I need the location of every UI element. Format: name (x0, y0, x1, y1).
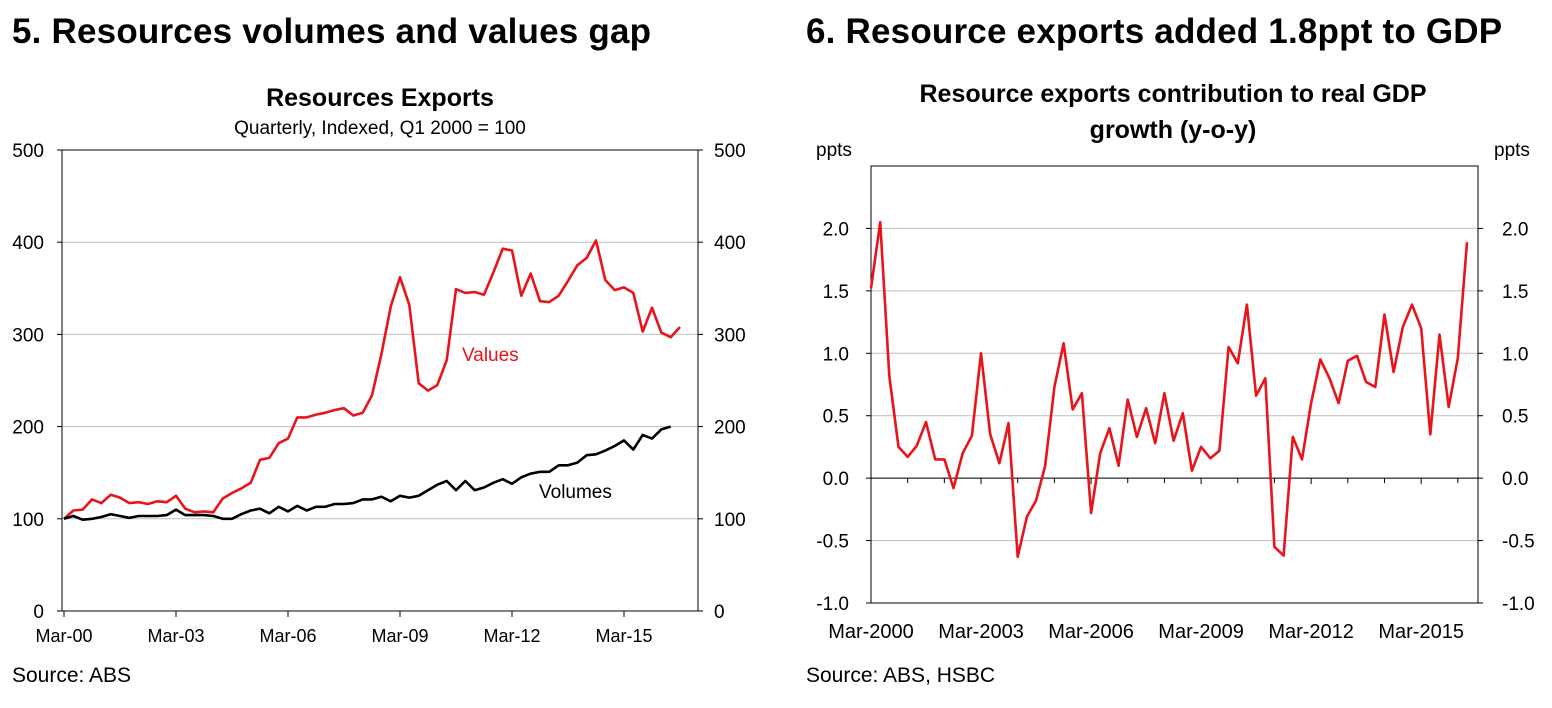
series-lines (63, 239, 681, 522)
chart-title: Resources Exports (266, 84, 494, 112)
x-tick-label: Mar-2012 (1268, 621, 1354, 643)
gridlines (62, 149, 698, 520)
x-axis: Mar-2000 Mar-2003 Mar-2006 Mar-2009 Mar-2012… (828, 477, 1478, 643)
gdp-contribution-chart: Resource exports contribution to real GD… (816, 80, 1535, 643)
y-tick-label: -0.5 (816, 532, 849, 553)
y-axis-unit-left: ppts (816, 140, 852, 161)
x-tick-label: Mar-03 (147, 626, 204, 646)
left-panel-heading: 5. Resources volumes and values gap (12, 12, 652, 51)
series-line-values (63, 239, 681, 520)
y-tick-label: 500 (714, 141, 746, 162)
y-tick-label: -0.5 (1502, 532, 1535, 553)
chart-title-line-2: growth (y-o-y) (1090, 116, 1257, 144)
values-annotation: Values (462, 345, 519, 366)
x-tick-label: Mar-09 (371, 626, 428, 646)
y-tick-label: 200 (12, 418, 44, 439)
y-axis-left: -1.0 -0.5 0.0 0.5 1.0 1.5 2.0 (816, 219, 871, 615)
y-axis-left: 0 100 200 300 400 500 (12, 141, 62, 623)
x-tick-label: Mar-2000 (828, 621, 914, 643)
y-tick-label: -1.0 (816, 594, 849, 615)
y-tick-label: 0.5 (823, 407, 849, 428)
x-tick-label: Mar-06 (259, 626, 316, 646)
y-tick-label: 2.0 (1502, 219, 1528, 240)
y-tick-label: 2.0 (823, 219, 849, 240)
y-tick-label: -1.0 (1502, 594, 1535, 615)
y-axis-right: -1.0 -0.5 0.0 0.5 1.0 1.5 2.0 (1478, 219, 1535, 615)
chart-subtitle: Quarterly, Indexed, Q1 2000 = 100 (234, 118, 526, 139)
x-tick-label: Mar-00 (35, 626, 92, 646)
right-panel-heading: 6. Resource exports added 1.8ppt to GDP (806, 12, 1503, 51)
y-tick-label: 300 (12, 325, 44, 346)
y-axis-unit-right: ppts (1494, 140, 1530, 161)
y-tick-label: 200 (714, 418, 746, 439)
y-tick-label: 0 (714, 602, 725, 623)
y-tick-label: 100 (714, 510, 746, 531)
resources-exports-chart: Resources Exports Quarterly, Indexed, Q1… (12, 84, 745, 646)
y-tick-label: 1.0 (1502, 344, 1528, 365)
y-tick-label: 100 (12, 510, 44, 531)
series-lines (869, 220, 1469, 559)
y-tick-label: 300 (714, 325, 746, 346)
x-axis: Mar-00 Mar-03 Mar-06 Mar-09 Mar-12 Mar-15 (35, 611, 653, 646)
x-tick-label: Mar-2003 (938, 621, 1024, 643)
y-tick-label: 0.0 (1502, 469, 1528, 490)
y-tick-label: 1.0 (823, 344, 849, 365)
series-line-resource-exports-contribution (869, 220, 1469, 559)
volumes-annotation: Volumes (539, 482, 612, 503)
y-axis-right: 0 100 200 300 400 500 (698, 141, 746, 623)
left-source-note: Source: ABS (12, 664, 132, 687)
x-tick-label: Mar-15 (595, 626, 652, 646)
y-tick-label: 1.5 (1502, 282, 1528, 303)
y-tick-label: 500 (12, 141, 44, 162)
chart-title-line-1: Resource exports contribution to real GD… (919, 80, 1426, 108)
y-tick-label: 400 (714, 233, 746, 254)
y-tick-label: 1.5 (823, 282, 849, 303)
y-tick-label: 0.5 (1502, 407, 1528, 428)
y-tick-label: 0 (33, 602, 44, 623)
y-tick-label: 0.0 (823, 469, 849, 490)
x-tick-label: Mar-2009 (1158, 621, 1244, 643)
series-line-volumes (63, 425, 672, 522)
plot-frame (61, 149, 699, 612)
x-tick-label: Mar-2015 (1378, 621, 1464, 643)
x-tick-label: Mar-2006 (1048, 621, 1134, 643)
x-tick-label: Mar-12 (483, 626, 540, 646)
right-source-note: Source: ABS, HSBC (806, 664, 996, 687)
gridlines (871, 227, 1478, 542)
plot-frame (870, 165, 1479, 604)
y-tick-label: 400 (12, 233, 44, 254)
